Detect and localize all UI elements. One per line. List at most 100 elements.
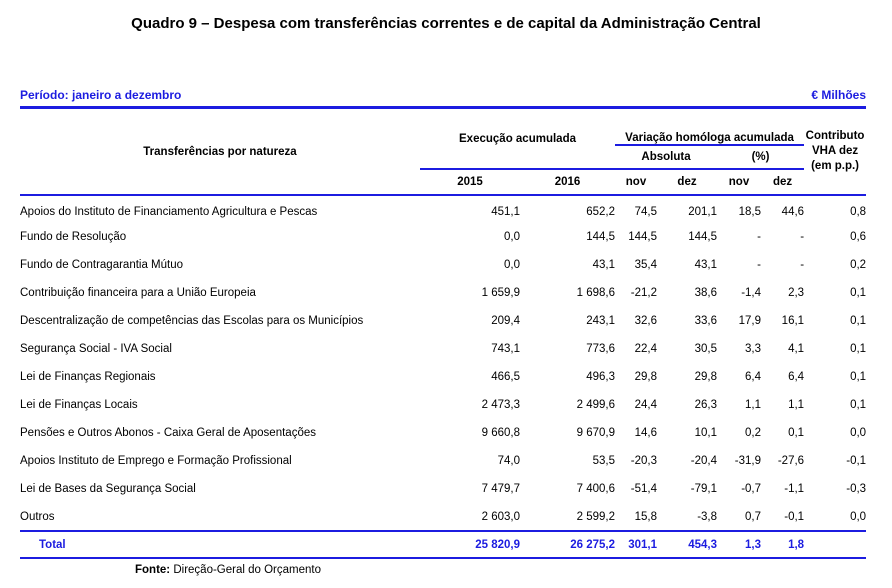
cell-abs-dez: -20,4 <box>690 455 718 467</box>
cell-pct-nov: -1,4 <box>741 287 762 299</box>
total-label: Total <box>20 530 420 559</box>
cell-pct-dez: 0,1 <box>788 427 805 439</box>
cell-2015: 2 473,3 <box>481 399 520 411</box>
cell-abs-dez: -3,8 <box>697 510 718 523</box>
cell-2015: 1 659,9 <box>481 287 520 299</box>
cell-contrib: 0,2 <box>850 259 867 271</box>
cell-2015: 209,4 <box>491 315 520 327</box>
total-2016: 26 275,2 <box>520 530 616 559</box>
table-body: Apoios do Instituto de Financiamento Agr… <box>20 195 867 559</box>
cell-abs-dez: 26,3 <box>694 399 718 411</box>
cell-contrib: 0,6 <box>850 231 867 243</box>
table-row: Lei de Bases da Segurança Social 7 479,7… <box>20 475 866 503</box>
header-year-2015: 2015 <box>420 169 520 196</box>
cell-2016: 1 698,6 <box>576 287 616 299</box>
cell-contrib: 0,1 <box>850 287 867 299</box>
cell-contrib: -0,3 <box>846 483 867 495</box>
cell-contrib: 0,0 <box>850 510 867 523</box>
header-abs-dez: dez <box>657 169 718 196</box>
header-absoluta: Absoluta <box>615 145 718 170</box>
source-note: Fonte: Direção-Geral do Orçamento <box>135 564 866 576</box>
unit-label: € Milhões <box>811 88 866 102</box>
total-contrib <box>804 530 867 559</box>
cell-2016: 9 670,9 <box>576 427 616 439</box>
cell-abs-dez: 201,1 <box>688 205 718 218</box>
cell-abs-dez: 144,5 <box>688 231 718 243</box>
header-pct-nov: nov <box>717 169 762 196</box>
table-row: Outros 2 603,0 2 599,2 15,8 -3,8 0,7 -0,… <box>20 503 866 531</box>
cell-2016: 2 499,6 <box>576 399 616 411</box>
cell-abs-dez: -79,1 <box>690 483 718 495</box>
cell-2015: 0,0 <box>504 259 520 271</box>
cell-abs-dez: 33,6 <box>694 315 718 327</box>
cell-pct-nov: - <box>757 259 762 271</box>
source-label: Fonte: <box>135 564 171 576</box>
cell-pct-dez: 4,1 <box>788 343 805 355</box>
row-label: Outros <box>20 510 55 523</box>
cell-abs-nov: 35,4 <box>634 259 658 271</box>
table-row: Fundo de Contragarantia Mútuo 0,0 43,1 3… <box>20 251 866 279</box>
cell-contrib: 0,8 <box>850 205 867 218</box>
header-variacao-homologa: Variação homóloga acumulada <box>615 109 805 146</box>
cell-2016: 652,2 <box>586 205 616 218</box>
total-2015: 25 820,9 <box>420 530 520 559</box>
header-contributo-line3: (em p.p.) <box>811 160 860 172</box>
table-row: Lei de Finanças Locais 2 473,3 2 499,6 2… <box>20 391 866 419</box>
cell-abs-dez: 29,8 <box>694 371 718 383</box>
cell-pct-dez: -1,1 <box>784 483 805 495</box>
cell-pct-nov: 1,1 <box>745 399 762 411</box>
total-row: Total 25 820,9 26 275,2 301,1 454,3 1,3 … <box>20 530 867 559</box>
period-bar: Período: janeiro a dezembro € Milhões <box>20 88 866 109</box>
header-pct-dez: dez <box>761 169 805 196</box>
header-execucao-acumulada: Execução acumulada <box>420 109 616 170</box>
cell-abs-nov: -20,3 <box>630 455 658 467</box>
total-abs-dez: 454,3 <box>657 530 718 559</box>
table-row: Pensões e Outros Abonos - Caixa Geral de… <box>20 419 866 447</box>
cell-2016: 773,6 <box>586 343 616 355</box>
header-year-2016: 2016 <box>520 169 616 196</box>
table-row: Apoios Instituto de Emprego e Formação P… <box>20 447 866 475</box>
cell-2015: 74,0 <box>497 455 520 467</box>
cell-2016: 7 400,6 <box>576 483 616 495</box>
table-row: Descentralização de competências das Esc… <box>20 307 866 335</box>
cell-abs-nov: 32,6 <box>634 315 658 327</box>
cell-contrib: 0,1 <box>850 371 867 383</box>
cell-contrib: 0,0 <box>850 427 867 439</box>
cell-pct-dez: 44,6 <box>781 205 805 218</box>
row-label: Lei de Bases da Segurança Social <box>20 483 196 495</box>
cell-abs-nov: 14,6 <box>634 427 658 439</box>
cell-pct-dez: -27,6 <box>777 455 805 467</box>
total-pct-dez: 1,8 <box>761 530 805 559</box>
page-title: Quadro 9 – Despesa com transferências co… <box>131 15 761 32</box>
cell-pct-nov: -31,9 <box>734 455 762 467</box>
cell-pct-nov: 3,3 <box>745 343 762 355</box>
cell-contrib: 0,1 <box>850 343 867 355</box>
row-label: Segurança Social - IVA Social <box>20 343 172 355</box>
cell-pct-nov: 18,5 <box>738 205 762 218</box>
cell-2016: 243,1 <box>586 315 616 327</box>
cell-abs-dez: 10,1 <box>694 427 718 439</box>
cell-2016: 43,1 <box>592 259 616 271</box>
row-label: Fundo de Resolução <box>20 231 127 243</box>
data-table: Transferências por natureza Execução acu… <box>20 109 867 559</box>
header-contributo-line1: Contributo <box>805 130 865 142</box>
total-pct-nov: 1,3 <box>717 530 762 559</box>
row-label: Contribuição financeira para a União Eur… <box>20 287 256 299</box>
cell-contrib: 0,1 <box>850 399 867 411</box>
row-label: Lei de Finanças Regionais <box>20 371 156 383</box>
cell-2015: 7 479,7 <box>481 483 520 495</box>
cell-abs-dez: 30,5 <box>694 343 718 355</box>
table-header: Transferências por natureza Execução acu… <box>20 109 867 196</box>
cell-pct-nov: 17,9 <box>738 315 762 327</box>
table-row: Segurança Social - IVA Social 743,1 773,… <box>20 335 866 363</box>
cell-2016: 2 599,2 <box>576 510 616 523</box>
row-label: Pensões e Outros Abonos - Caixa Geral de… <box>20 427 316 439</box>
cell-pct-dez: - <box>800 259 805 271</box>
cell-2016: 144,5 <box>586 231 616 243</box>
cell-pct-dez: 6,4 <box>788 371 805 383</box>
table-row: Fundo de Resolução 0,0 144,5 144,5 144,5… <box>20 223 866 251</box>
cell-pct-dez: 1,1 <box>788 399 805 411</box>
cell-contrib: 0,1 <box>850 315 867 327</box>
header-contributo: Contributo VHA dez (em p.p.) <box>804 109 867 196</box>
